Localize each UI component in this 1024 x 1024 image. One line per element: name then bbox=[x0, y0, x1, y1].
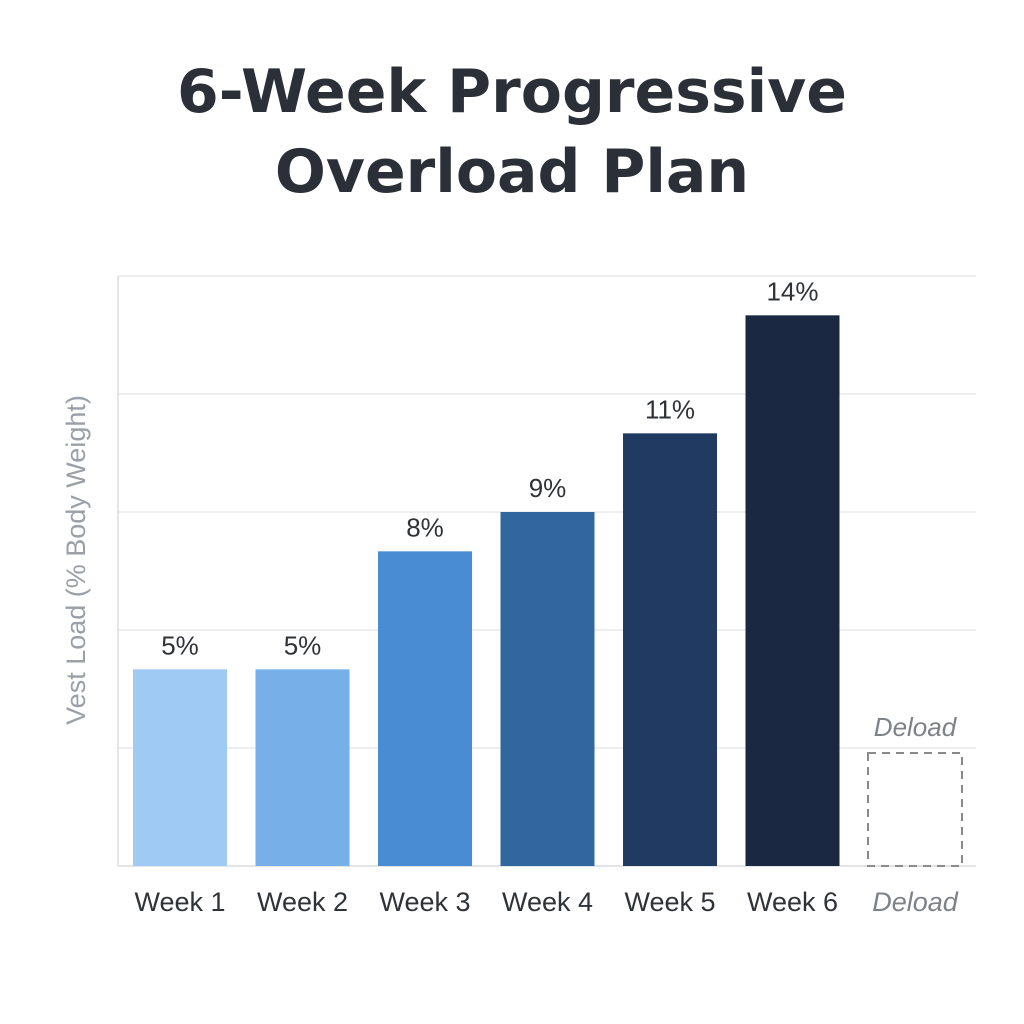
bar-week-6 bbox=[745, 315, 840, 866]
data-label: 9% bbox=[529, 473, 567, 503]
x-tick-label: Week 4 bbox=[502, 887, 593, 917]
data-label: 5% bbox=[161, 630, 199, 660]
x-tick-label: Week 2 bbox=[257, 887, 348, 917]
data-label: 14% bbox=[766, 276, 818, 306]
deload-label: Deload bbox=[874, 712, 958, 742]
data-label: 11% bbox=[645, 394, 695, 424]
data-label: 5% bbox=[284, 630, 322, 660]
bar-deload-placeholder bbox=[867, 752, 963, 867]
bar-week-3 bbox=[378, 551, 472, 866]
x-tick-label: Week 6 bbox=[747, 887, 838, 917]
chart-title: 6-Week Progressive Overload Plan bbox=[0, 52, 1024, 212]
x-tick-label: Week 3 bbox=[379, 887, 470, 917]
x-tick-labels: Week 1 Week 2 Week 3 Week 4 Week 5 Week 6 Delo… bbox=[134, 887, 958, 917]
x-tick-label: Week 5 bbox=[624, 887, 715, 917]
data-label: 8% bbox=[406, 512, 444, 542]
bar-week-1 bbox=[133, 669, 227, 866]
bar-week-4 bbox=[500, 512, 595, 866]
bar-week-5 bbox=[623, 433, 717, 866]
chart-title-line-2: Overload Plan bbox=[274, 137, 750, 207]
x-tick-label: Week 1 bbox=[134, 887, 225, 917]
bars bbox=[133, 315, 963, 867]
data-labels: 5% 5% 8% 9% 11% 14% Deload bbox=[161, 276, 958, 742]
y-axis-label: Vest Load (% Body Weight) bbox=[61, 395, 91, 725]
x-tick-label-deload: Deload bbox=[872, 887, 959, 917]
chart-title-line-1: 6-Week Progressive bbox=[177, 57, 847, 127]
bar-week-2 bbox=[255, 669, 350, 866]
